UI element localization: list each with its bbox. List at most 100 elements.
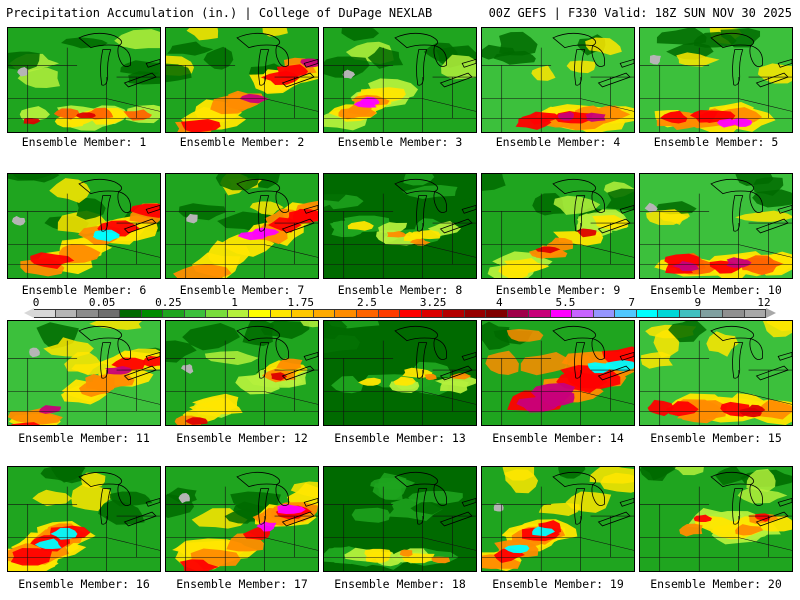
- legend-swatch: [184, 310, 207, 317]
- ensemble-member-caption: Ensemble Member: 12: [176, 431, 308, 445]
- legend-swatch: [206, 310, 228, 317]
- ensemble-member-map[interactable]: [7, 27, 161, 133]
- legend-swatch: [292, 310, 314, 317]
- legend-swatch: [723, 310, 745, 317]
- ensemble-member-map[interactable]: [7, 320, 161, 426]
- model-run-label: 00Z GEFS | F330 Valid: 18Z SUN NOV 30 20…: [488, 6, 792, 20]
- legend-swatch: [55, 310, 78, 317]
- ensemble-member-map[interactable]: [481, 320, 635, 426]
- legend-swatch: [550, 310, 573, 317]
- ensemble-member-caption: Ensemble Member: 16: [18, 577, 150, 591]
- ensemble-member-map[interactable]: [639, 27, 793, 133]
- legend-high-arrow: [766, 308, 776, 318]
- ensemble-member-caption: Ensemble Member: 7: [179, 283, 305, 297]
- ensemble-member-caption: Ensemble Member: 10: [650, 283, 782, 297]
- ensemble-member-map[interactable]: [481, 27, 635, 133]
- legend-low-arrow: [24, 308, 34, 318]
- ensemble-member-map[interactable]: [481, 173, 635, 279]
- legend-tick-label: 9: [694, 296, 702, 309]
- legend-tick-label: 0.05: [88, 296, 116, 309]
- ensemble-member-map[interactable]: [323, 173, 477, 279]
- ensemble-member-map[interactable]: [323, 320, 477, 426]
- legend-tick-label: 7: [628, 296, 635, 309]
- legend-tick-label: 0: [32, 296, 40, 309]
- ensemble-member-map[interactable]: [639, 320, 793, 426]
- legend-swatch: [227, 310, 250, 317]
- legend-swatch: [679, 310, 702, 317]
- legend-swatch: [98, 310, 121, 317]
- legend-swatch: [701, 310, 723, 317]
- ensemble-member-map[interactable]: [639, 173, 793, 279]
- precip-map-canvas: [166, 174, 318, 278]
- precip-map-canvas: [8, 467, 160, 571]
- ensemble-member-caption: Ensemble Member: 19: [492, 577, 624, 591]
- ensemble-member-caption: Ensemble Member: 14: [492, 431, 624, 445]
- ensemble-member-map[interactable]: [165, 173, 319, 279]
- ensemble-member-map[interactable]: [323, 466, 477, 572]
- ensemble-member-caption: Ensemble Member: 17: [176, 577, 308, 591]
- ensemble-member-map[interactable]: [7, 466, 161, 572]
- ensemble-member-caption: Ensemble Member: 13: [334, 431, 466, 445]
- legend-color-bar: [34, 309, 767, 318]
- ensemble-member-map[interactable]: [323, 27, 477, 133]
- ensemble-member-map[interactable]: [7, 173, 161, 279]
- ensemble-member-caption: Ensemble Member: 18: [334, 577, 466, 591]
- legend-tick-label: 1.75: [287, 296, 314, 309]
- color-scale-legend: 0 0.05 0.25 1 1.75 2.5 3.25 4 5.5 7 9 12: [0, 296, 800, 318]
- precip-map-canvas: [482, 321, 634, 425]
- precip-map-canvas: [482, 174, 634, 278]
- legend-swatch: [636, 310, 659, 317]
- legend-swatch: [34, 310, 56, 317]
- legend-swatch: [400, 310, 422, 317]
- legend-tick-label: 2.5: [356, 296, 377, 309]
- legend-swatch: [744, 310, 767, 317]
- legend-swatch: [529, 310, 551, 317]
- legend-swatch: [507, 310, 530, 317]
- legend-swatch: [443, 310, 465, 317]
- legend-tick-label: 4: [495, 296, 503, 309]
- precip-map-canvas: [324, 174, 476, 278]
- legend-tick-label: 1: [231, 296, 238, 309]
- legend-tick-label: 5.5: [555, 296, 576, 309]
- legend-swatch: [421, 310, 444, 317]
- precip-map-canvas: [324, 467, 476, 571]
- legend-swatch: [141, 310, 164, 317]
- ensemble-member-map[interactable]: [481, 466, 635, 572]
- legend-swatch: [486, 310, 508, 317]
- ensemble-member-map[interactable]: [165, 27, 319, 133]
- precip-map-canvas: [166, 467, 318, 571]
- precip-map-canvas: [640, 321, 792, 425]
- legend-swatch: [163, 310, 185, 317]
- precip-map-canvas: [8, 321, 160, 425]
- ensemble-member-caption: Ensemble Member: 11: [18, 431, 150, 445]
- legend-swatch: [270, 310, 293, 317]
- ensemble-member-caption: Ensemble Member: 4: [495, 135, 621, 149]
- legend-swatch: [572, 310, 594, 317]
- ensemble-member-caption: Ensemble Member: 1: [21, 135, 147, 149]
- legend-swatch: [593, 310, 616, 317]
- ensemble-member-caption: Ensemble Member: 2: [179, 135, 305, 149]
- ensemble-member-caption: Ensemble Member: 20: [650, 577, 782, 591]
- ensemble-member-map[interactable]: [639, 466, 793, 572]
- ensemble-member-caption: Ensemble Member: 5: [653, 135, 779, 149]
- precip-map-canvas: [482, 28, 634, 132]
- precip-map-canvas: [324, 321, 476, 425]
- ensemble-member-caption: Ensemble Member: 15: [650, 431, 782, 445]
- ensemble-member-map[interactable]: [165, 466, 319, 572]
- ensemble-member-caption: Ensemble Member: 6: [21, 283, 147, 297]
- legend-swatch: [120, 310, 142, 317]
- legend-swatch: [313, 310, 336, 317]
- legend-tick-label: 0.25: [155, 296, 182, 309]
- legend-swatch: [356, 310, 379, 317]
- precip-map-canvas: [166, 28, 318, 132]
- legend-tick-label: 3.25: [419, 296, 447, 309]
- ensemble-member-caption: Ensemble Member: 8: [337, 283, 463, 297]
- legend-swatch: [615, 310, 637, 317]
- ensemble-member-map[interactable]: [165, 320, 319, 426]
- legend-swatch: [335, 310, 357, 317]
- legend-swatch: [249, 310, 271, 317]
- ensemble-member-caption: Ensemble Member: 3: [337, 135, 463, 149]
- precip-map-canvas: [640, 28, 792, 132]
- precip-map-canvas: [640, 174, 792, 278]
- page-title: Precipitation Accumulation (in.) | Colle…: [6, 6, 433, 20]
